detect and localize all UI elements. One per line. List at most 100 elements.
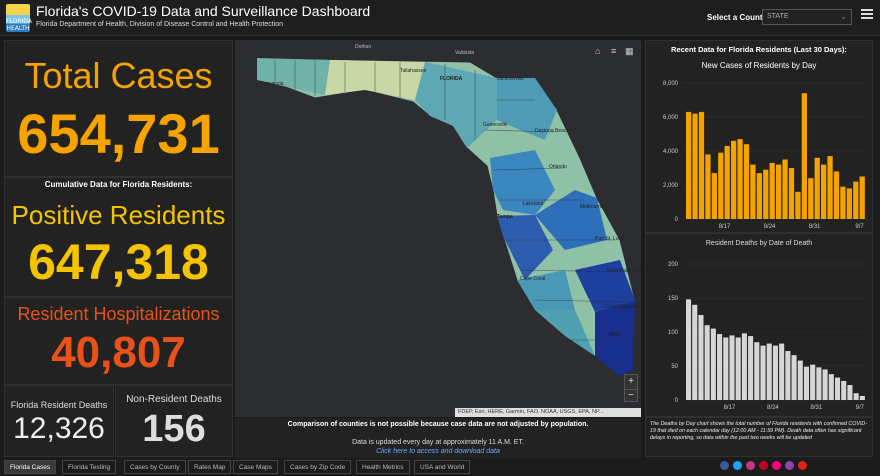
bar[interactable] [717,334,723,400]
zoom-out-button[interactable]: − [625,389,637,402]
bar[interactable] [711,173,717,219]
bar[interactable] [859,176,865,220]
bar[interactable] [731,140,737,219]
bar[interactable] [779,343,785,400]
nonresident-deaths-label: Non-Resident Deaths [126,394,222,405]
bar[interactable] [828,374,834,400]
tab-health-metrics[interactable]: Health Metrics [356,460,410,474]
x-tick-label: 9/7 [855,224,864,230]
bar[interactable] [808,178,814,219]
bar[interactable] [766,343,772,400]
bar[interactable] [822,369,828,400]
instagram-icon[interactable] [746,461,755,470]
bar[interactable] [692,113,698,219]
bar[interactable] [803,366,810,400]
bar[interactable] [705,154,711,219]
youtube-icon[interactable] [798,461,807,470]
bar[interactable] [810,364,816,400]
bar[interactable] [801,93,807,219]
bar[interactable] [833,171,840,219]
county-select[interactable]: STATE ⌄ [762,9,852,25]
podcast-icon[interactable] [785,461,794,470]
bar[interactable] [847,385,853,400]
basemap-gallery-icon[interactable]: ▦ [625,46,634,56]
map-disclaimer: Comparison of counties is not possible b… [287,421,589,428]
bar[interactable] [760,345,766,400]
bar[interactable] [814,157,820,219]
bar[interactable] [704,325,710,400]
pinterest-icon[interactable] [759,461,768,470]
bar[interactable] [840,186,846,219]
download-data-link[interactable]: Click here to access and download data [376,448,500,455]
bar[interactable] [723,337,729,400]
menu-icon[interactable] [861,9,873,21]
bar[interactable] [698,315,704,400]
bar[interactable] [729,335,735,400]
bar[interactable] [769,162,775,219]
bar[interactable] [853,181,859,219]
svg-text:West Palm Beach: West Palm Beach [607,268,641,274]
bar[interactable] [743,144,750,219]
bar[interactable] [821,164,827,219]
tab-rates-map[interactable]: Rates Map [188,460,232,474]
bar[interactable] [776,164,782,219]
y-tick-label: 150 [668,296,679,302]
facebook-icon[interactable] [720,461,729,470]
bar[interactable] [827,156,833,219]
tab-florida-testing[interactable]: Florida Testing [62,460,117,474]
bar[interactable] [710,328,716,400]
bar[interactable] [737,139,743,219]
bar[interactable] [686,299,692,400]
bar[interactable] [754,342,760,400]
chevron-down-icon: ⌄ [840,12,847,21]
update-note: Data is updated every day at approximate… [352,439,524,446]
bar[interactable] [816,367,822,400]
bar[interactable] [692,304,698,400]
bar[interactable] [782,159,788,220]
bar[interactable] [859,395,865,400]
bar[interactable] [763,169,769,219]
bar[interactable] [756,173,762,219]
bar[interactable] [772,345,778,400]
deaths-chart-title: Resident Deaths by Date of Death [705,240,813,247]
bar[interactable] [686,111,692,219]
bar[interactable] [841,380,847,400]
zoom-in-button[interactable]: + [628,376,634,387]
tab-florida-cases[interactable]: Florida Cases [4,460,57,474]
total-cases-label: Total Cases [24,55,213,96]
tab-cases-by-zip-code[interactable]: Cases by Zip Code [284,460,352,474]
tab-usa-and-world[interactable]: USA and World [414,460,471,474]
bar[interactable] [741,333,747,400]
zoom-control: + − [624,374,638,402]
bar[interactable] [853,393,859,400]
bar[interactable] [748,336,754,400]
bar[interactable] [795,191,801,219]
flickr-icon[interactable] [772,461,781,470]
page-subtitle: Florida Department of Health, Division o… [36,21,284,28]
resident-deaths-panel: Florida Resident Deaths 12,326 [4,385,114,457]
hospitalizations-value: 40,807 [51,328,186,377]
bar[interactable] [724,145,730,219]
bar[interactable] [797,360,803,400]
tab-cases-by-county[interactable]: Cases by County [124,460,186,474]
county-map[interactable]: Dothan Valdosta Tallahassee FLORIDA Jack… [235,40,641,417]
y-tick-label: 0 [675,398,679,404]
svg-text:Dothan: Dothan [355,44,371,50]
bar[interactable] [735,337,741,400]
bar[interactable] [846,188,852,219]
bar[interactable] [785,351,791,400]
twitter-icon[interactable] [733,461,742,470]
tab-case-maps[interactable]: Case Maps [233,460,278,474]
bar[interactable] [791,355,797,400]
cases-chart-title: New Cases of Residents by Day [701,61,817,70]
home-icon[interactable]: ⌂ [595,46,601,56]
bar[interactable] [788,168,795,219]
bar[interactable] [750,164,756,219]
bar[interactable] [698,111,705,219]
list-icon[interactable]: ≡ [611,46,617,56]
x-tick-label: 9/7 [856,405,865,411]
svg-text:Lakeland: Lakeland [523,201,544,207]
bar[interactable] [718,152,724,219]
bar[interactable] [834,377,841,400]
y-tick-label: 6,000 [663,115,679,121]
